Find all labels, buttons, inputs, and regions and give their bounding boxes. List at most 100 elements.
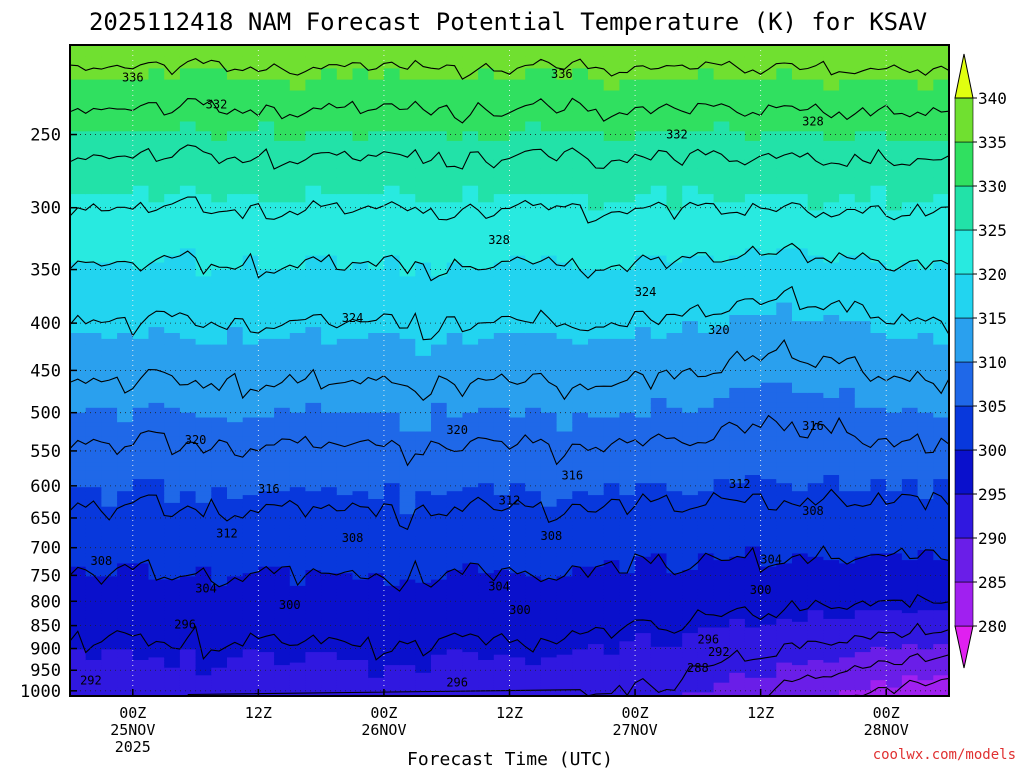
field-cell: [446, 168, 463, 178]
field-cell: [556, 462, 573, 468]
field-cell: [619, 563, 636, 568]
field-cell: [70, 595, 87, 599]
field-cell: [431, 121, 448, 132]
field-cell: [572, 366, 589, 373]
field-cell: [478, 283, 495, 291]
field-cell: [635, 440, 652, 446]
field-cell: [493, 616, 511, 620]
field-cell: [352, 422, 369, 428]
field-cell: [478, 475, 495, 480]
field-cell: [101, 372, 118, 379]
field-cell: [227, 657, 244, 661]
field-cell: [321, 690, 338, 693]
field-cell: [321, 675, 338, 679]
field-cell: [368, 607, 385, 611]
field-cell: [258, 618, 275, 623]
field-cell: [289, 576, 307, 581]
field-cell: [179, 652, 197, 656]
field-cell: [321, 255, 338, 264]
field-cell: [242, 495, 259, 500]
field-cell: [305, 613, 322, 617]
field-cell: [446, 646, 463, 651]
field-cell: [352, 638, 369, 642]
field-cell: [462, 422, 479, 428]
field-cell: [336, 140, 354, 151]
field-cell: [211, 90, 228, 102]
field-cell: [540, 621, 558, 626]
field-cell: [525, 121, 542, 132]
field-cell: [195, 630, 212, 634]
field-cell: [305, 140, 322, 151]
field-cell: [619, 576, 636, 581]
field-cell: [117, 387, 134, 394]
field-cell: [305, 262, 322, 271]
field-cell: [446, 675, 463, 679]
field-cell: [352, 624, 369, 629]
field-cell: [399, 226, 416, 235]
field-cell: [588, 546, 605, 551]
field-cell: [399, 479, 416, 484]
field-cell: [368, 630, 385, 634]
field-cell: [242, 613, 259, 617]
field-cell: [478, 543, 495, 548]
field-cell: [164, 269, 181, 277]
field-cell: [509, 616, 526, 620]
field-cell: [478, 665, 495, 669]
field-cell: [383, 426, 401, 433]
field-cell: [195, 398, 212, 404]
field-cell: [446, 111, 463, 123]
field-cell: [462, 202, 479, 211]
field-cell: [289, 677, 307, 681]
field-cell: [117, 654, 134, 658]
field-cell: [431, 68, 448, 81]
field-cell: [132, 570, 150, 574]
field-cell: [493, 470, 511, 476]
field-cell: [227, 475, 244, 480]
field-cell: [117, 68, 134, 81]
field-cell: [352, 355, 369, 362]
field-cell: [148, 521, 165, 526]
field-cell: [132, 660, 150, 664]
field-cell: [415, 649, 432, 653]
field-cell: [635, 262, 652, 271]
field-cell: [179, 638, 197, 642]
field-cell: [289, 514, 307, 519]
field-cell: [540, 412, 558, 419]
field-cell: [117, 633, 134, 637]
field-cell: [274, 697, 290, 699]
field-cell: [101, 262, 118, 271]
field-cell: [195, 560, 212, 564]
field-cell: [148, 499, 165, 504]
field-cell: [258, 466, 275, 472]
field-cell: [478, 680, 495, 684]
field-cell: [572, 185, 589, 195]
field-cell: [541, 697, 557, 699]
field-cell: [415, 595, 432, 599]
field-cell: [70, 248, 87, 257]
field-cell: [305, 670, 322, 674]
field-cell: [446, 185, 463, 195]
field-cell: [258, 150, 275, 161]
field-cell: [493, 101, 511, 112]
field-cell: [525, 560, 542, 564]
field-cell: [336, 255, 354, 264]
field-cell: [509, 641, 526, 645]
field-cell: [321, 159, 338, 169]
field-cell: [179, 101, 197, 112]
field-cell: [431, 697, 447, 699]
field-cell: [164, 585, 181, 590]
field-cell: [540, 525, 558, 530]
field-cell: [242, 121, 259, 132]
field-cell: [368, 654, 385, 658]
field-cell: [446, 607, 463, 611]
field-cell: [525, 633, 542, 637]
field-cell: [462, 491, 479, 496]
field-cell: [117, 566, 134, 571]
field-cell: [242, 101, 259, 112]
field-cell: [179, 528, 197, 534]
field-cell: [603, 576, 620, 581]
field-cell: [101, 382, 118, 389]
field-cell: [101, 616, 118, 620]
field-cell: [478, 662, 495, 666]
field-cell: [117, 560, 134, 564]
